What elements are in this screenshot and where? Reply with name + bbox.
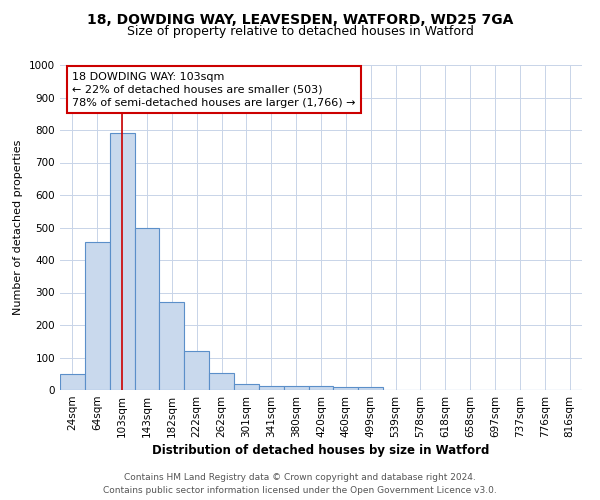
Bar: [209, 373, 234, 390]
Bar: [60, 374, 85, 390]
Bar: [134, 228, 160, 390]
Bar: [334, 387, 358, 390]
Bar: [110, 133, 134, 390]
Text: 18, DOWDING WAY, LEAVESDEN, WATFORD, WD25 7GA: 18, DOWDING WAY, LEAVESDEN, WATFORD, WD2…: [87, 12, 513, 26]
Bar: [160, 302, 184, 390]
Text: 18 DOWDING WAY: 103sqm
← 22% of detached houses are smaller (503)
78% of semi-de: 18 DOWDING WAY: 103sqm ← 22% of detached…: [73, 72, 356, 108]
Bar: [234, 384, 259, 390]
Bar: [358, 387, 383, 390]
Bar: [184, 351, 209, 390]
Bar: [308, 386, 334, 390]
Bar: [284, 386, 308, 390]
X-axis label: Distribution of detached houses by size in Watford: Distribution of detached houses by size …: [152, 444, 490, 457]
Text: Contains HM Land Registry data © Crown copyright and database right 2024.
Contai: Contains HM Land Registry data © Crown c…: [103, 473, 497, 495]
Bar: [259, 386, 284, 390]
Bar: [85, 242, 110, 390]
Y-axis label: Number of detached properties: Number of detached properties: [13, 140, 23, 315]
Text: Size of property relative to detached houses in Watford: Size of property relative to detached ho…: [127, 25, 473, 38]
